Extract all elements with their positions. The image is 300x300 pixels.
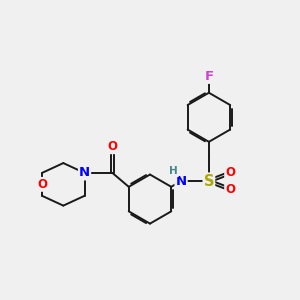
Text: F: F: [204, 70, 214, 83]
Text: O: O: [225, 183, 235, 196]
Text: N: N: [79, 167, 90, 179]
Text: O: O: [37, 178, 47, 191]
Text: H: H: [169, 166, 178, 176]
Text: S: S: [204, 174, 214, 189]
Text: O: O: [225, 167, 235, 179]
Text: N: N: [176, 175, 187, 188]
Text: O: O: [107, 140, 117, 153]
